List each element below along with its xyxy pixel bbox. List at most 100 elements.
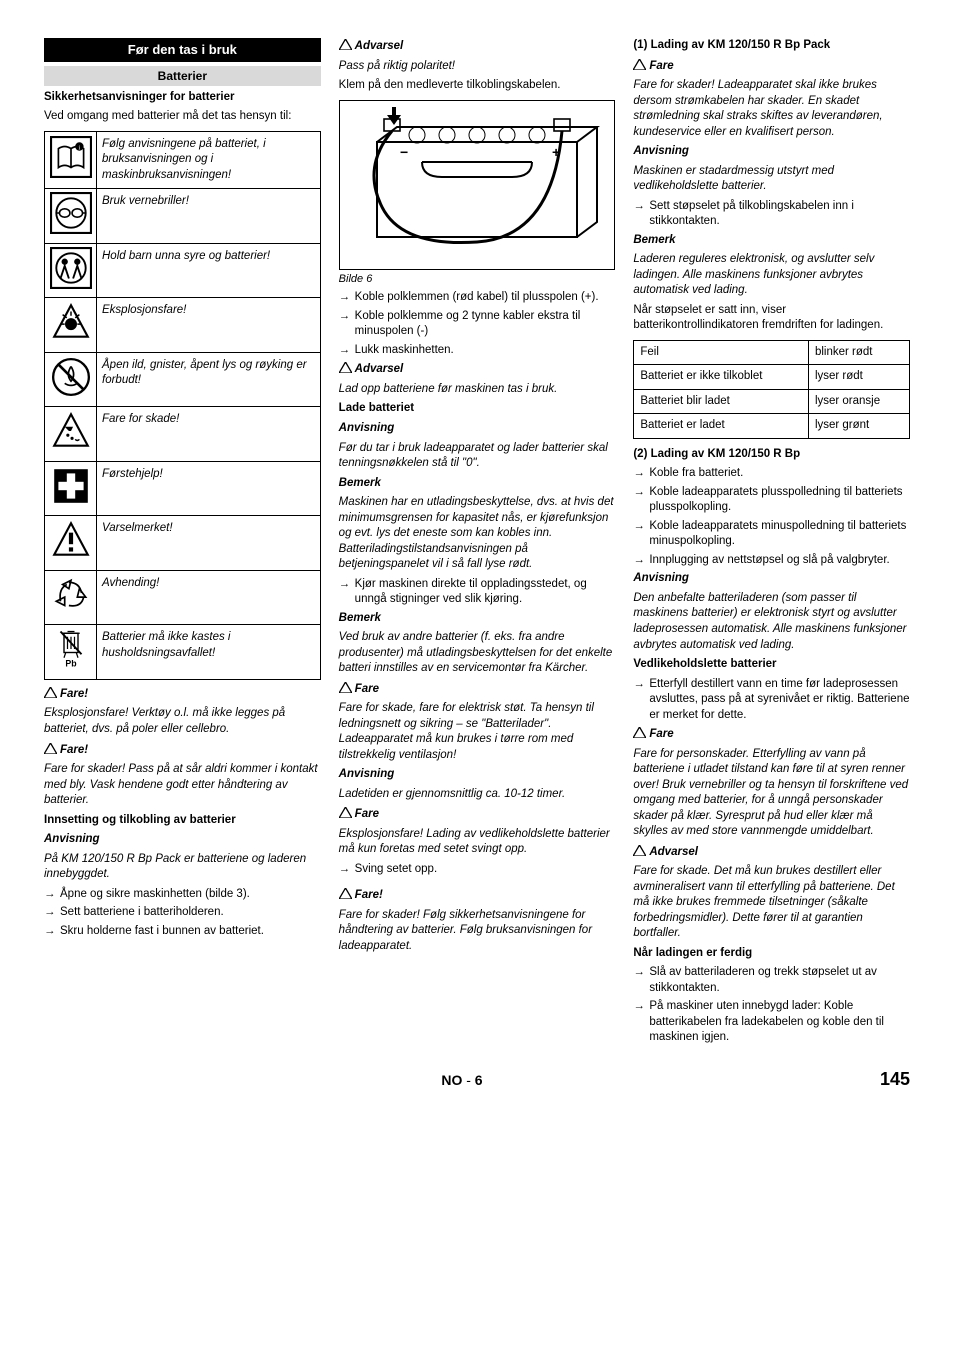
table-row: Hold barn unna syre og batterier! — [45, 243, 321, 298]
footer-page-number: 145 — [880, 1067, 910, 1091]
note-heading: Anvisning — [633, 144, 910, 160]
bullet-item: →Etterfyll destillert vann en time før l… — [633, 677, 910, 724]
icon-text: Følg anvisningene på batteriet, i bruksa… — [97, 131, 321, 189]
safety-heading: Sikkerhetsanvisninger for batterier — [44, 90, 321, 106]
icon-text: Fare for skade! — [97, 407, 321, 462]
bullet-item: →Koble ladeapparatets minuspolledning ti… — [633, 519, 910, 550]
table-row: Eksplosjonsfare! — [45, 298, 321, 353]
table-row: Varselmerket! — [45, 516, 321, 571]
table-row: Batteriet er ikke tilkobletlyser rødt — [634, 365, 910, 390]
table-row: Fare for skade! — [45, 407, 321, 462]
battery-diagram: − + — [339, 100, 616, 270]
icon-text: Førstehjelp! — [97, 461, 321, 516]
warning-text: Lad opp batteriene før maskinen tas i br… — [339, 382, 616, 398]
danger-text: Fare for skader! Ladeapparatet skal ikke… — [633, 78, 910, 140]
note-heading: Anvisning — [339, 767, 616, 783]
danger-text: Eksplosjonsfare! Verktøy o.l. må ikke le… — [44, 706, 321, 737]
bullet-item: →Koble ladeapparatets plusspolledning ti… — [633, 485, 910, 516]
danger-text: Fare for skader! Følg sikkerhetsanvisnin… — [339, 908, 616, 955]
note-text: Maskinen er stadardmessig utstyrt med ve… — [633, 164, 910, 195]
note-heading: Anvisning — [339, 421, 616, 437]
charge-heading: Lade batteriet — [339, 401, 616, 417]
note-text: På KM 120/150 R Bp Pack er batteriene og… — [44, 852, 321, 883]
bullet-item: →På maskiner uten innebygd lader: Koble … — [633, 999, 910, 1046]
remark-heading: Bemerk — [339, 476, 616, 492]
column-2: Advarsel Pass på riktig polaritet! Klem … — [339, 38, 616, 1049]
note-heading: Anvisning — [633, 571, 910, 587]
svg-text:i: i — [78, 145, 80, 152]
table-row: i Følg anvisningene på batteriet, i bruk… — [45, 131, 321, 189]
icon-text: Varselmerket! — [97, 516, 321, 571]
table-row: Feilblinker rødt — [634, 340, 910, 365]
note-text: Ladetiden er gjennomsnittlig ca. 10-12 t… — [339, 787, 616, 803]
pb-label: Pb — [65, 659, 76, 669]
keep-children-away-icon — [45, 243, 97, 298]
bullet-item: →Skru holderne fast i bunnen av batterie… — [44, 924, 321, 940]
remark-text: Ved bruk av andre batterier (f. eks. fra… — [339, 630, 616, 677]
subsection-heading: Når ladingen er ferdig — [633, 946, 910, 962]
bullet-item: →Sving setet opp. — [339, 862, 616, 878]
table-row: Batteriet er ladetlyser grønt — [634, 414, 910, 439]
icon-text: Batterier må ikke kastes i husholdsnings… — [97, 625, 321, 680]
footer-center: NO - 6 — [44, 1071, 880, 1090]
page-columns: Før den tas i bruk Batterier Sikkerhetsa… — [44, 38, 910, 1049]
no-trash-icon: Pb — [45, 625, 97, 680]
explosion-icon — [45, 298, 97, 353]
remark-text: Laderen reguleres elektronisk, og avslut… — [633, 252, 910, 299]
danger-heading: Fare — [633, 58, 910, 75]
remark-text: Maskinen har en utladingsbeskyttelse, dv… — [339, 495, 616, 573]
column-3: (1) Lading av KM 120/150 R Bp Pack Fare … — [633, 38, 910, 1049]
table-row: Bruk vernebriller! — [45, 189, 321, 244]
danger-heading: Fare — [339, 806, 616, 823]
manual-icon: i — [45, 131, 97, 189]
table-row: Avhending! — [45, 570, 321, 625]
remark-heading: Bemerk — [633, 233, 910, 249]
remark-text: Når støpselet er satt inn, viser batteri… — [633, 303, 910, 334]
danger-heading: Fare — [633, 726, 910, 743]
remark-heading: Bemerk — [339, 611, 616, 627]
warning-text: Pass på riktig polaritet! — [339, 59, 616, 75]
subsection-title-bar: Batterier — [44, 66, 321, 86]
subsection-heading: (2) Lading av KM 120/150 R Bp — [633, 447, 910, 463]
goggles-icon — [45, 189, 97, 244]
bullet-item: →Sett støpselet på tilkoblingskabelen in… — [633, 199, 910, 230]
table-row: Pb Batterier må ikke kastes i husholdsni… — [45, 625, 321, 680]
icon-text: Avhending! — [97, 570, 321, 625]
status-table: Feilblinker rødt Batteriet er ikke tilko… — [633, 340, 910, 439]
warning-heading: Advarsel — [339, 361, 616, 378]
note-heading: Anvisning — [44, 832, 321, 848]
column-1: Før den tas i bruk Batterier Sikkerhetsa… — [44, 38, 321, 1049]
bullet-item: →Slå av batteriladeren og trekk støpsele… — [633, 965, 910, 996]
table-row: Førstehjelp! — [45, 461, 321, 516]
first-aid-icon — [45, 461, 97, 516]
bullet-item: →Kjør maskinen direkte til oppladingsste… — [339, 577, 616, 608]
page-footer: NO - 6 145 — [44, 1067, 910, 1091]
note-text: Den anbefalte batteriladeren (som passer… — [633, 591, 910, 653]
warning-text: Fare for skade. Det må kun brukes destil… — [633, 864, 910, 942]
bullet-item: →Sett batteriene i batteriholderen. — [44, 905, 321, 921]
safety-icons-table: i Følg anvisningene på batteriet, i bruk… — [44, 131, 321, 680]
warning-heading: Advarsel — [339, 38, 616, 55]
danger-text: Eksplosjonsfare! Lading av vedlikeholdsl… — [339, 827, 616, 858]
danger-text: Fare for personskader. Etterfylling av v… — [633, 747, 910, 840]
icon-text: Åpen ild, gnister, åpent lys og røyking … — [97, 352, 321, 407]
warning-heading: Advarsel — [633, 844, 910, 861]
icon-text: Hold barn unna syre og batterier! — [97, 243, 321, 298]
figure-caption: Bilde 6 — [339, 272, 616, 287]
bullet-item: →Koble polklemmen (rød kabel) til plussp… — [339, 290, 616, 306]
table-row: Åpen ild, gnister, åpent lys og røyking … — [45, 352, 321, 407]
bullet-item: →Lukk maskinhetten. — [339, 343, 616, 359]
subsection-heading: Vedlikeholdslette batterier — [633, 657, 910, 673]
note-text: Før du tar i bruk ladeapparatet og lader… — [339, 441, 616, 472]
body-text: Klem på den medleverte tilkoblingskabele… — [339, 78, 616, 94]
danger-heading: Fare — [339, 681, 616, 698]
danger-heading: Fare! — [44, 686, 321, 703]
no-fire-icon — [45, 352, 97, 407]
install-heading: Innsetting og tilkobling av batterier — [44, 813, 321, 829]
corrosive-icon — [45, 407, 97, 462]
safety-intro: Ved omgang med batterier må det tas hens… — [44, 109, 321, 125]
danger-heading: Fare! — [339, 887, 616, 904]
bullet-item: →Koble fra batteriet. — [633, 466, 910, 482]
recycle-icon — [45, 570, 97, 625]
subsection-heading: (1) Lading av KM 120/150 R Bp Pack — [633, 38, 910, 54]
